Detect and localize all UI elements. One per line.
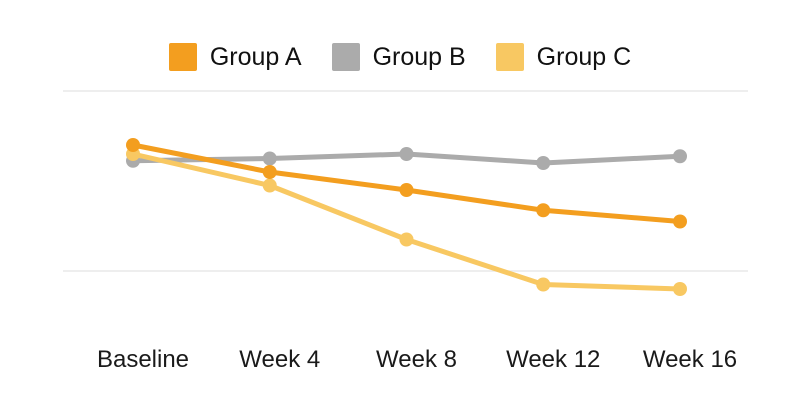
data-point bbox=[262, 178, 277, 193]
data-point bbox=[536, 203, 551, 218]
legend-item-group-c: Group C bbox=[495, 43, 632, 71]
data-point bbox=[673, 149, 687, 164]
data-point bbox=[126, 138, 140, 152]
legend-label: Group A bbox=[209, 43, 302, 71]
x-axis-label: Week 12 bbox=[506, 346, 601, 373]
data-point bbox=[673, 282, 687, 296]
x-axis-label: Week 8 bbox=[376, 346, 457, 373]
series-group-a bbox=[126, 138, 687, 229]
legend-label: Group B bbox=[372, 43, 466, 71]
series-group-c bbox=[126, 147, 687, 296]
x-axis: Baseline Week 4 Week 8 Week 12 Week 16 bbox=[0, 345, 800, 377]
data-point bbox=[262, 165, 277, 179]
data-point bbox=[399, 183, 414, 197]
x-axis-label: Week 16 bbox=[642, 346, 738, 373]
data-point bbox=[536, 277, 551, 292]
data-point bbox=[673, 214, 687, 229]
data-point bbox=[399, 147, 414, 161]
legend-label: Group C bbox=[536, 43, 632, 71]
legend-item-group-a: Group A bbox=[168, 43, 302, 71]
legend-item-group-b: Group B bbox=[331, 43, 466, 71]
series-line bbox=[130, 151, 683, 292]
data-point bbox=[399, 232, 414, 247]
legend-swatch-icon bbox=[495, 43, 524, 71]
x-axis-label: Week 4 bbox=[239, 346, 321, 373]
x-axis-label: Baseline bbox=[96, 346, 190, 373]
data-point bbox=[536, 156, 551, 170]
data-point bbox=[262, 151, 277, 166]
legend-swatch-icon bbox=[168, 43, 197, 71]
chart-legend: Group A Group B Group C bbox=[0, 43, 800, 71]
legend-swatch-icon bbox=[331, 43, 360, 71]
